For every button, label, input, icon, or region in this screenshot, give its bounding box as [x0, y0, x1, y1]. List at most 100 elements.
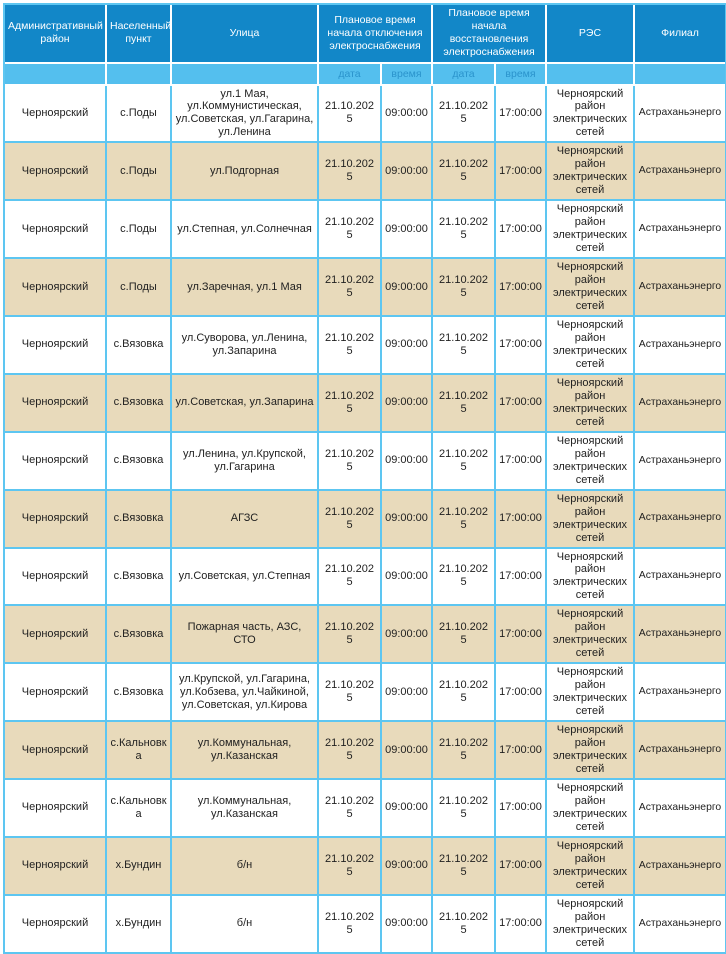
- cell-restore-date: 21.10.2025: [433, 548, 496, 607]
- cell-street: ул.Степная, ул.Солнечная: [172, 201, 319, 260]
- cell-res: Черноярский район электрических сетей: [547, 201, 635, 260]
- cell-res: Черноярский район электрических сетей: [547, 317, 635, 375]
- subheader-outage-date: дата: [319, 63, 382, 86]
- cell-settlement: с.Поды: [107, 259, 172, 317]
- cell-res: Черноярский район электрических сетей: [547, 374, 635, 433]
- cell-district: Черноярский: [5, 143, 107, 202]
- cell-district: Черноярский: [5, 837, 107, 896]
- cell-branch: Астраханьэнерго: [635, 432, 725, 491]
- cell-settlement: с.Вязовка: [107, 432, 172, 491]
- table-row: Черноярский с.Поды ул.Заречная, ул.1 Мая 21…: [5, 259, 725, 317]
- outage-schedule-page: Административный район Населенный пункт …: [3, 3, 726, 954]
- cell-street: ул.Заречная, ул.1 Мая: [172, 259, 319, 317]
- cell-outage-date: 21.10.2025: [319, 317, 382, 375]
- cell-restore-time: 17:00:00: [496, 490, 547, 549]
- cell-branch: Астраханьэнерго: [635, 374, 725, 433]
- cell-restore-date: 21.10.2025: [433, 85, 496, 144]
- cell-street: АГЗС: [172, 490, 319, 549]
- table-row: Черноярский х.Бундин б/н 21.10.2025 09:00:00…: [5, 895, 725, 952]
- cell-branch: Астраханьэнерго: [635, 548, 725, 607]
- cell-branch: Астраханьэнерго: [635, 664, 725, 723]
- cell-outage-time: 09:00:00: [382, 432, 433, 491]
- cell-settlement: с.Поды: [107, 85, 172, 144]
- cell-restore-time: 17:00:00: [496, 259, 547, 317]
- cell-restore-time: 17:00:00: [496, 374, 547, 433]
- cell-street: ул.Крупской, ул.Гагарина, ул.Кобзева, ул…: [172, 664, 319, 723]
- column-header-restore-start: Плановое время начала восстановления эле…: [433, 5, 547, 64]
- cell-district: Черноярский: [5, 722, 107, 780]
- cell-restore-date: 21.10.2025: [433, 664, 496, 723]
- cell-street: ул.Советская, ул.Степная: [172, 548, 319, 607]
- cell-district: Черноярский: [5, 201, 107, 260]
- cell-outage-date: 21.10.2025: [319, 722, 382, 780]
- column-header-branch: Филиал: [635, 5, 725, 64]
- subheader-restore-date: дата: [433, 63, 496, 86]
- table-row: Черноярский с.Вязовка ул.Советская, ул.Сте…: [5, 548, 725, 607]
- table-row: Черноярский с.Вязовка ул.Советская, ул.Зап…: [5, 374, 725, 433]
- cell-outage-date: 21.10.2025: [319, 664, 382, 723]
- cell-restore-time: 17:00:00: [496, 780, 547, 838]
- cell-settlement: с.Вязовка: [107, 664, 172, 723]
- cell-res: Черноярский район электрических сетей: [547, 606, 635, 665]
- cell-street: б/н: [172, 837, 319, 896]
- cell-branch: Астраханьэнерго: [635, 259, 725, 317]
- cell-district: Черноярский: [5, 606, 107, 665]
- table-row: Черноярский с.Поды ул.1 Мая, ул.Коммунисти…: [5, 85, 725, 144]
- cell-restore-date: 21.10.2025: [433, 895, 496, 952]
- cell-restore-time: 17:00:00: [496, 548, 547, 607]
- cell-settlement: х.Бундин: [107, 837, 172, 896]
- table-header: Административный район Населенный пункт …: [5, 5, 725, 86]
- cell-street: ул.Подгорная: [172, 143, 319, 202]
- cell-district: Черноярский: [5, 490, 107, 549]
- column-header-street: Улица: [172, 5, 319, 64]
- cell-outage-time: 09:00:00: [382, 259, 433, 317]
- cell-outage-date: 21.10.2025: [319, 490, 382, 549]
- cell-settlement: с.Вязовка: [107, 490, 172, 549]
- cell-restore-time: 17:00:00: [496, 432, 547, 491]
- table-row: Черноярский с.Поды ул.Степная, ул.Солнечна…: [5, 201, 725, 260]
- cell-street: Пожарная часть, АЗС, СТО: [172, 606, 319, 665]
- cell-res: Черноярский район электрических сетей: [547, 490, 635, 549]
- table-body: Черноярский с.Поды ул.1 Мая, ул.Коммунисти…: [5, 85, 725, 952]
- cell-restore-time: 17:00:00: [496, 837, 547, 896]
- cell-settlement: с.Вязовка: [107, 548, 172, 607]
- table-row: Черноярский с.Вязовка ул.Ленина, ул.Крупск…: [5, 432, 725, 491]
- cell-outage-time: 09:00:00: [382, 722, 433, 780]
- cell-restore-date: 21.10.2025: [433, 259, 496, 317]
- subheader-empty-street: [172, 63, 319, 86]
- cell-district: Черноярский: [5, 374, 107, 433]
- cell-restore-time: 17:00:00: [496, 85, 547, 144]
- cell-district: Черноярский: [5, 664, 107, 723]
- cell-restore-date: 21.10.2025: [433, 201, 496, 260]
- cell-settlement: с.Вязовка: [107, 606, 172, 665]
- cell-district: Черноярский: [5, 317, 107, 375]
- cell-street: ул.Советская, ул.Запарина: [172, 374, 319, 433]
- subheader-empty-branch: [635, 63, 725, 86]
- cell-outage-time: 09:00:00: [382, 780, 433, 838]
- cell-branch: Астраханьэнерго: [635, 490, 725, 549]
- column-header-district: Административный район: [5, 5, 107, 64]
- cell-res: Черноярский район электрических сетей: [547, 837, 635, 896]
- cell-settlement: с.Поды: [107, 143, 172, 202]
- cell-outage-date: 21.10.2025: [319, 606, 382, 665]
- table-row: Черноярский с.Вязовка АГЗС 21.10.2025 09:00:…: [5, 490, 725, 549]
- cell-outage-date: 21.10.2025: [319, 548, 382, 607]
- cell-outage-time: 09:00:00: [382, 664, 433, 723]
- cell-outage-date: 21.10.2025: [319, 143, 382, 202]
- cell-outage-date: 21.10.2025: [319, 895, 382, 952]
- cell-street: ул.1 Мая, ул.Коммунистическая, ул.Советс…: [172, 85, 319, 144]
- cell-outage-time: 09:00:00: [382, 490, 433, 549]
- cell-outage-date: 21.10.2025: [319, 374, 382, 433]
- cell-restore-time: 17:00:00: [496, 895, 547, 952]
- cell-settlement: с.Вязовка: [107, 317, 172, 375]
- cell-restore-date: 21.10.2025: [433, 374, 496, 433]
- table-row: Черноярский с.Вязовка ул.Крупской, ул.Гага…: [5, 664, 725, 723]
- cell-settlement: с.Вязовка: [107, 374, 172, 433]
- cell-outage-date: 21.10.2025: [319, 259, 382, 317]
- cell-outage-date: 21.10.2025: [319, 780, 382, 838]
- cell-restore-date: 21.10.2025: [433, 432, 496, 491]
- cell-district: Черноярский: [5, 548, 107, 607]
- cell-settlement: х.Бундин: [107, 895, 172, 952]
- table-row: Черноярский с.Поды ул.Подгорная 21.10.2025 0…: [5, 143, 725, 202]
- cell-restore-time: 17:00:00: [496, 606, 547, 665]
